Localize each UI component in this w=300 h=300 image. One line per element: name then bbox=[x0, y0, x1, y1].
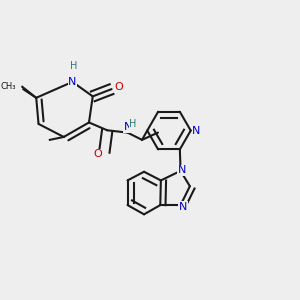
Text: H: H bbox=[129, 119, 136, 130]
Text: N: N bbox=[179, 202, 187, 212]
Text: N: N bbox=[178, 165, 186, 175]
Text: N: N bbox=[68, 77, 76, 87]
Text: N: N bbox=[192, 126, 201, 136]
Text: O: O bbox=[115, 82, 123, 92]
Text: O: O bbox=[94, 149, 102, 159]
Text: N: N bbox=[124, 122, 132, 132]
Text: H: H bbox=[70, 61, 78, 71]
Text: CH₃: CH₃ bbox=[0, 82, 16, 91]
